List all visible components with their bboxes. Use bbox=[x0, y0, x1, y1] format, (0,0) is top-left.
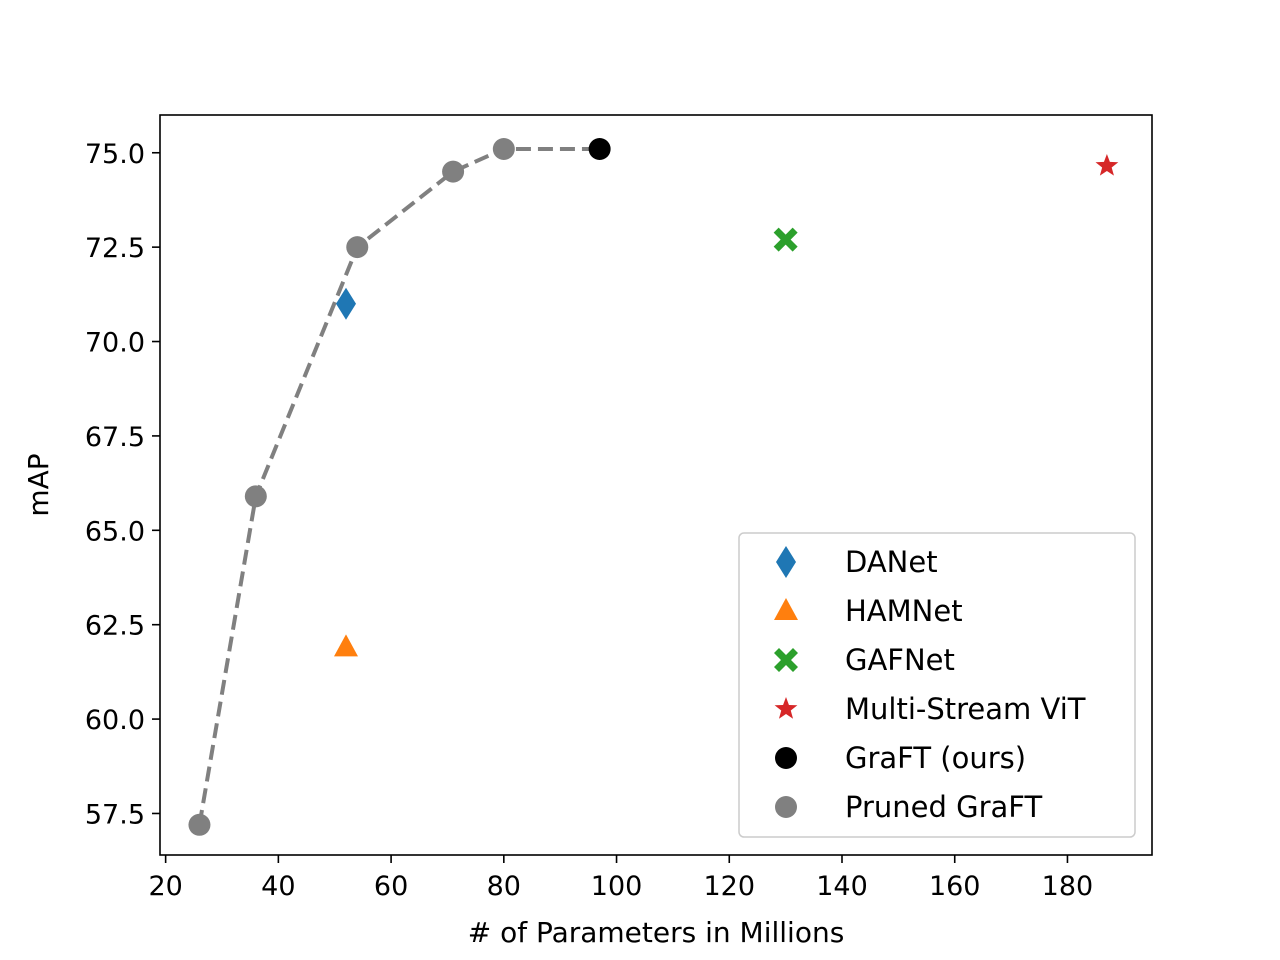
legend-marker-multi-stream-vit bbox=[774, 697, 798, 719]
data-point-danet bbox=[336, 287, 356, 320]
data-point-pruned-graft bbox=[442, 160, 465, 183]
legend: DANet HAMNet GAFNet Multi-Stream ViT GraFT (… bbox=[738, 532, 1136, 838]
x-axis-title: # of Parameters in Millions bbox=[468, 916, 845, 949]
y-tick-label: 57.5 bbox=[85, 799, 145, 830]
y-tick-label: 60.0 bbox=[85, 705, 145, 736]
legend-marker-graft-ours bbox=[775, 747, 797, 769]
x-tick-label: 120 bbox=[703, 871, 755, 902]
data-point-gafnet bbox=[773, 227, 798, 252]
y-tick-label: 67.5 bbox=[85, 422, 145, 453]
legend-box bbox=[738, 532, 1136, 838]
x-tick-label: 140 bbox=[816, 871, 868, 902]
x-tick-label: 20 bbox=[148, 871, 182, 902]
legend-label-graft-ours: GraFT (ours) bbox=[845, 741, 1026, 775]
y-tick-label: 75.0 bbox=[85, 139, 145, 170]
data-point-graft-ours bbox=[588, 137, 611, 160]
x-tick-label: 100 bbox=[591, 871, 643, 902]
x-tick-label: 60 bbox=[374, 871, 408, 902]
y-tick-label: 72.5 bbox=[85, 233, 145, 264]
data-point-pruned-graft bbox=[244, 485, 267, 508]
y-tick-label: 65.0 bbox=[85, 516, 145, 547]
x-tick-label: 40 bbox=[261, 871, 295, 902]
legend-marker-pruned-graft bbox=[775, 796, 797, 818]
legend-label-hamnet: HAMNet bbox=[845, 594, 963, 628]
pruned-graft-trend-line bbox=[197, 146, 600, 826]
legend-label-gafnet: GAFNet bbox=[845, 643, 955, 677]
y-axis-title: mAP bbox=[22, 453, 55, 516]
legend-marker-hamnet bbox=[774, 598, 798, 620]
data-point-pruned-graft bbox=[492, 137, 515, 160]
x-tick-label: 80 bbox=[487, 871, 521, 902]
data-point-hamnet bbox=[334, 634, 358, 657]
plot-area-frame bbox=[159, 114, 1153, 856]
legend-label-danet: DANet bbox=[845, 545, 938, 579]
legend-marker-danet bbox=[776, 546, 796, 578]
legend-label-pruned-graft: Pruned GraFT bbox=[845, 790, 1042, 824]
data-point-pruned-graft bbox=[346, 236, 369, 259]
y-tick-label: 70.0 bbox=[85, 328, 145, 359]
legend-marker-gafnet bbox=[774, 648, 798, 672]
data-point-pruned-graft bbox=[188, 813, 211, 836]
x-tick-label: 180 bbox=[1042, 871, 1094, 902]
data-point-multi-stream-vit bbox=[1095, 153, 1119, 176]
y-tick-label: 62.5 bbox=[85, 611, 145, 642]
legend-label-multi-stream-vit: Multi-Stream ViT bbox=[845, 692, 1086, 726]
x-tick-label: 160 bbox=[929, 871, 981, 902]
